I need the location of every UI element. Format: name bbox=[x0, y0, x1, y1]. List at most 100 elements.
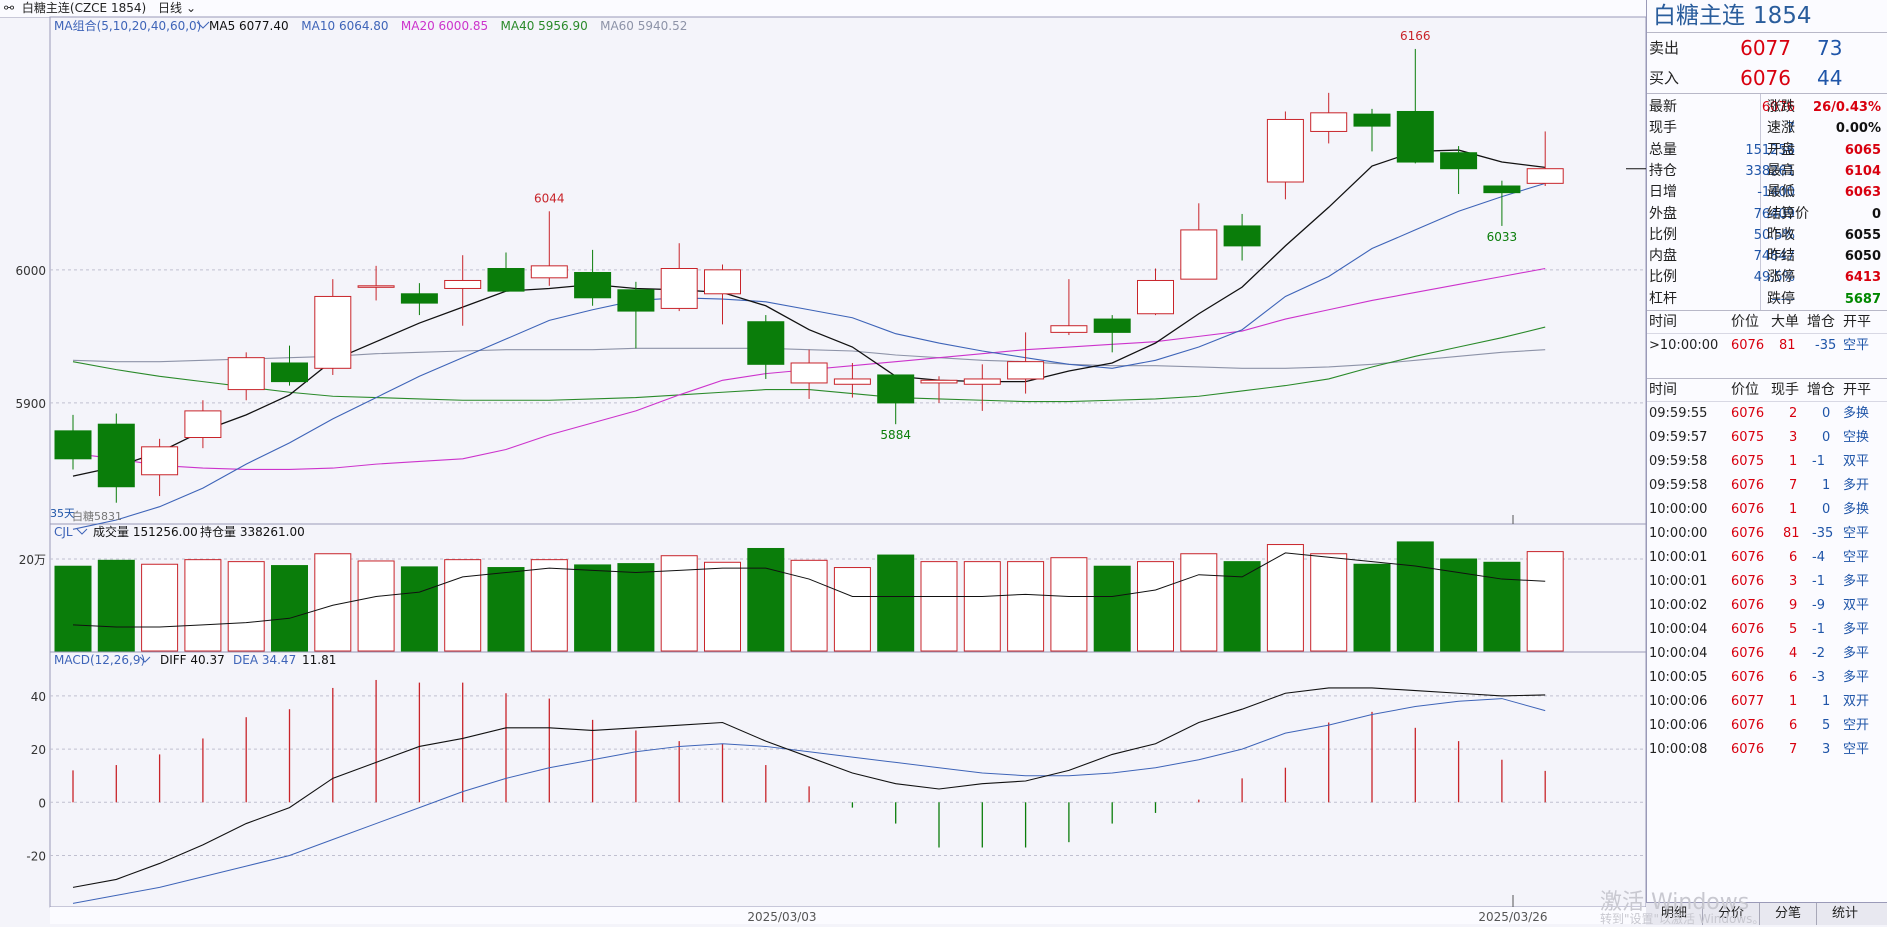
tick-row[interactable]: 10:00:04 6076 5 -1 多平 bbox=[1647, 618, 1887, 642]
tick-row[interactable]: 10:00:00 6076 81 -35 空平 bbox=[1647, 522, 1887, 546]
symbol-label[interactable]: 白糖主连(CZCE 1854) bbox=[21, 1, 147, 15]
tick-price: 6076 bbox=[1731, 574, 1765, 589]
y-tick-label: 6000 bbox=[15, 264, 46, 278]
tick-oi-change: -1 bbox=[1812, 574, 1825, 589]
tick-row[interactable]: 10:00:01 6076 6 -4 空平 bbox=[1647, 546, 1887, 570]
quote-key: 最新 bbox=[1649, 99, 1677, 115]
link-icon[interactable]: ⚯ bbox=[4, 1, 15, 15]
tick-time: 10:00:08 bbox=[1649, 742, 1708, 757]
quote-value: 5687 bbox=[1844, 291, 1881, 307]
tick-price: 6075 bbox=[1731, 430, 1765, 445]
volume-bar bbox=[1353, 563, 1391, 652]
candle-body bbox=[1353, 113, 1391, 127]
candle bbox=[617, 281, 655, 349]
quote-value: 49.5% bbox=[1753, 270, 1795, 286]
tab-stats[interactable]: 统计 bbox=[1831, 906, 1858, 921]
tab-detail[interactable]: 明细 bbox=[1646, 903, 1703, 925]
quote-key: 速涨 bbox=[1767, 120, 1795, 137]
volume-bar bbox=[400, 566, 438, 652]
candle bbox=[227, 352, 265, 401]
tick-type: 多换 bbox=[1843, 502, 1870, 517]
bid-row[interactable]: 买入 6076 44 bbox=[1647, 63, 1887, 93]
tick-row[interactable]: 10:00:01 6076 3 -1 多平 bbox=[1647, 570, 1887, 594]
tick-price: 6076 bbox=[1731, 478, 1765, 493]
candle-body bbox=[357, 285, 395, 288]
candle bbox=[1310, 92, 1348, 144]
quote-value: ----- bbox=[1771, 291, 1795, 307]
tick-row[interactable]: 10:00:05 6076 6 -3 多平 bbox=[1647, 666, 1887, 690]
tick-price: 6076 bbox=[1731, 598, 1765, 613]
tick-type: 多平 bbox=[1843, 646, 1870, 661]
quote-value: 6063 bbox=[1844, 185, 1881, 201]
extreme-label: 6166 bbox=[1400, 29, 1431, 43]
candle-body bbox=[790, 362, 828, 384]
volume-bar bbox=[1310, 553, 1348, 652]
bid-label: 买入 bbox=[1649, 69, 1680, 87]
big-order-type: 空平 bbox=[1843, 338, 1870, 353]
tick-row[interactable]: 09:59:58 6076 7 1 多开 bbox=[1647, 474, 1887, 498]
tick-row[interactable]: 10:00:06 6076 6 5 空开 bbox=[1647, 714, 1887, 738]
ma-legend-item: MA10 6064.80 bbox=[301, 19, 388, 33]
tick-row[interactable]: 09:59:55 6076 2 0 多换 bbox=[1647, 402, 1887, 426]
tick-list[interactable]: 09:59:55 6076 2 0 多换 09:59:57 6075 3 0 空换 09:59:58… bbox=[1647, 402, 1887, 762]
chevron-down-icon bbox=[196, 21, 210, 29]
tab-price-dist[interactable]: 分价 bbox=[1703, 903, 1760, 925]
chevron-down-icon: ⌄ bbox=[186, 1, 197, 15]
candle-body bbox=[747, 321, 785, 365]
tick-volume: 7 bbox=[1789, 478, 1798, 493]
volume-bar bbox=[1180, 553, 1218, 652]
ma-legend-item: MA组合(5,10,20,40,60,0) bbox=[54, 18, 201, 33]
big-order-volume: 81 bbox=[1779, 338, 1796, 353]
x-axis-band bbox=[50, 907, 1646, 924]
quote-row: 杠杆 ----- 跌停 5687 bbox=[1647, 289, 1887, 310]
quote-key: 最低 bbox=[1767, 184, 1795, 201]
tick-row[interactable]: 10:00:06 6077 1 1 双开 bbox=[1647, 690, 1887, 714]
volume-bar bbox=[790, 559, 828, 652]
tick-volume: 6 bbox=[1789, 550, 1798, 565]
quote-row: 外盘 76409 结算价 0 bbox=[1647, 204, 1887, 225]
open-interest-line bbox=[72, 552, 1546, 628]
dea-line bbox=[72, 698, 1546, 904]
tick-volume: 3 bbox=[1789, 430, 1798, 445]
quote-key: 涨跌 bbox=[1767, 99, 1795, 115]
quote-key: 内盘 bbox=[1649, 248, 1677, 265]
volume-bar bbox=[660, 555, 698, 652]
tick-row[interactable]: 09:59:58 6075 1 -1 双平 bbox=[1647, 450, 1887, 474]
volume-bar bbox=[271, 565, 308, 652]
order-book: 卖出 6077 73 买入 6076 44 bbox=[1647, 33, 1887, 94]
ask-label: 卖出 bbox=[1649, 39, 1680, 57]
tick-volume: 6 bbox=[1789, 670, 1798, 685]
candle bbox=[1266, 111, 1304, 200]
tick-row[interactable]: 09:59:57 6075 3 0 空换 bbox=[1647, 426, 1887, 450]
tick-row[interactable]: 10:00:02 6076 9 -9 双平 bbox=[1647, 594, 1887, 618]
tick-row[interactable]: 10:00:04 6076 4 -2 多平 bbox=[1647, 642, 1887, 666]
ma-legend-item: MA5 6077.40 bbox=[209, 19, 289, 33]
tick-volume: 81 bbox=[1783, 526, 1800, 541]
tick-type: 空开 bbox=[1843, 718, 1870, 733]
quote-value: 151256 bbox=[1745, 142, 1795, 158]
candle-body bbox=[54, 430, 92, 460]
tab-trades[interactable]: 分笔 bbox=[1760, 903, 1817, 925]
volume-bar bbox=[444, 559, 482, 652]
candle-body bbox=[963, 378, 1001, 385]
quote-row: 总量 151256 开盘 6065 bbox=[1647, 140, 1887, 161]
tick-time: 10:00:06 bbox=[1649, 718, 1708, 733]
tick-row[interactable]: 10:00:00 6076 1 0 多换 bbox=[1647, 498, 1887, 522]
candle bbox=[530, 211, 568, 286]
candle bbox=[920, 376, 958, 403]
period-dropdown[interactable]: 日线 ⌄ bbox=[154, 0, 196, 17]
candle-body bbox=[314, 295, 352, 369]
range-note-2: 白糖5831 bbox=[72, 509, 122, 523]
ask-row[interactable]: 卖出 6077 73 bbox=[1647, 33, 1887, 63]
tick-oi-change: 0 bbox=[1822, 406, 1831, 421]
big-order-row[interactable]: >10:00:00 6076 81 -35 空平 bbox=[1647, 334, 1887, 379]
big-order-price: 6076 bbox=[1731, 338, 1765, 353]
tick-row[interactable]: 10:00:08 6076 7 3 空平 bbox=[1647, 738, 1887, 762]
candle-body bbox=[660, 268, 698, 309]
col-price: 价位 bbox=[1731, 382, 1759, 398]
volume-bar bbox=[833, 567, 871, 652]
candle-body bbox=[1137, 279, 1174, 315]
volume-bar bbox=[184, 559, 222, 652]
macd-panel bbox=[49, 651, 1646, 908]
